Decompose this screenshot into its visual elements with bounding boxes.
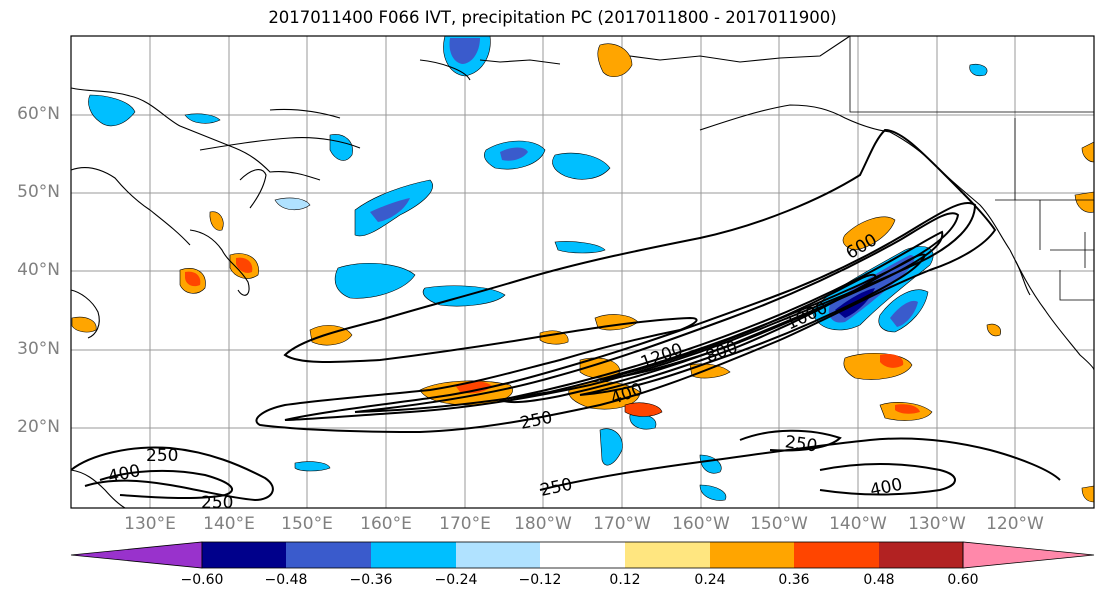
- colorbar-tick-label: 0.48: [863, 572, 895, 588]
- ivt-contour-600: [354, 212, 960, 413]
- lat-label-50n: 50°N: [17, 182, 60, 202]
- ivt-contour-800: [496, 230, 944, 404]
- colorbar-tick-label: 0.24: [694, 572, 726, 588]
- lon-label: 160°W: [672, 514, 730, 534]
- lon-label: 170°W: [593, 514, 651, 534]
- ivt-contour-400-south-right: [819, 463, 956, 496]
- ivt-contour-1000: [579, 253, 927, 396]
- colorbar-tick-label: −0.12: [518, 572, 562, 588]
- ivt-contour-250-main: [255, 128, 997, 434]
- lat-label-40n: 40°N: [17, 260, 60, 280]
- lon-label: 140°E: [203, 514, 255, 534]
- map-frame: [70, 35, 1095, 509]
- lon-label: 170°E: [439, 514, 491, 534]
- coastlines: [70, 35, 1095, 509]
- lon-label: 130°W: [908, 514, 966, 534]
- colorbar: [70, 541, 1095, 569]
- map-title: 2017011400 F066 IVT, precipitation PC (2…: [268, 8, 837, 27]
- lon-label: 150°W: [750, 514, 808, 534]
- colorbar-tick-label: −0.48: [264, 572, 308, 588]
- colorbar-bin: [202, 542, 286, 568]
- contour-label: 250: [784, 432, 819, 456]
- colorbar-bin: [371, 542, 456, 568]
- colorbar-bin: [794, 542, 879, 568]
- ivt-contour-250-south-right: [539, 437, 1061, 491]
- colorbar-bin: [710, 542, 794, 568]
- borders: [849, 36, 1094, 301]
- colorbar-bin: [879, 542, 963, 568]
- ivt-contour-250-south-mid: [739, 429, 842, 452]
- colorbar-bin: [540, 542, 625, 568]
- lon-label: 150°E: [281, 514, 333, 534]
- ivt-contour-400: [284, 201, 977, 421]
- lon-label: 140°W: [829, 514, 887, 534]
- colorbar-tick-label: −0.36: [349, 572, 393, 588]
- lat-label-20n: 20°N: [17, 417, 60, 437]
- colorbar-outline: [201, 541, 964, 569]
- lon-label: 160°E: [360, 514, 412, 534]
- contour-label: 250: [146, 446, 178, 466]
- colorbar-bin: [286, 542, 371, 568]
- colorbar-tick-label: 0.36: [778, 572, 810, 588]
- colorbar-bin: [456, 542, 540, 568]
- colorbar-tick-label: −0.24: [434, 572, 478, 588]
- ivt-contours: [70, 128, 1061, 502]
- map-area: [71, 36, 1094, 508]
- colorbar-tick-label: 0.12: [609, 572, 641, 588]
- lat-label-60n: 60°N: [17, 104, 60, 124]
- ivt-contour-250-south-left: [70, 446, 274, 502]
- colorbar-bin: [625, 542, 710, 568]
- contour-label: 250: [201, 493, 233, 513]
- ivt-contour-1200: [599, 273, 877, 381]
- colorbar-tick-label: 0.60: [947, 572, 979, 588]
- lon-label: 130°E: [124, 514, 176, 534]
- colorbar-extend-low: [70, 541, 203, 569]
- colorbar-tick-label: −0.60: [180, 572, 224, 588]
- lon-label: 180°W: [514, 514, 572, 534]
- lat-label-30n: 30°N: [17, 339, 60, 359]
- lon-label: 120°W: [986, 514, 1044, 534]
- ivt-contour-400-south-left: [99, 469, 233, 500]
- colorbar-extend-high: [962, 541, 1095, 569]
